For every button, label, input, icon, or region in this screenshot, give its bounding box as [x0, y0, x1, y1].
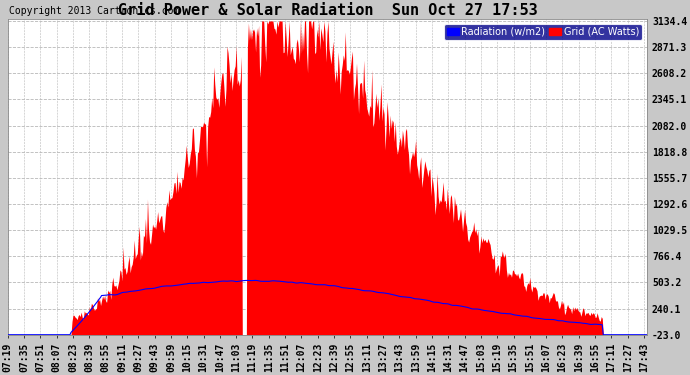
Title: Grid Power & Solar Radiation  Sun Oct 27 17:53: Grid Power & Solar Radiation Sun Oct 27 …	[117, 3, 538, 18]
Legend: Radiation (w/m2), Grid (AC Watts): Radiation (w/m2), Grid (AC Watts)	[444, 24, 642, 40]
Text: Copyright 2013 Cartronics.com: Copyright 2013 Cartronics.com	[9, 6, 179, 16]
